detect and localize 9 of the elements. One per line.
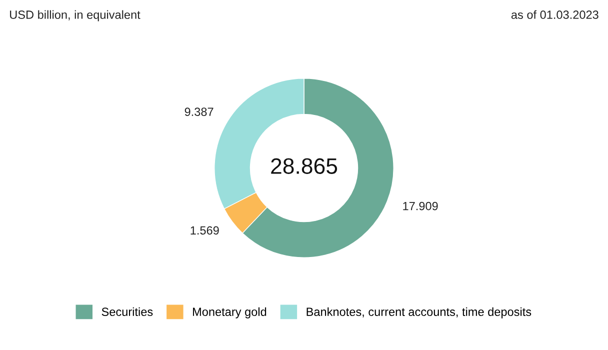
text: 28.865 xyxy=(271,158,338,174)
data-label: 9.387 xyxy=(184,108,214,116)
chart-title: USD billion, in equivalent xyxy=(10,10,140,22)
legend-label: Monetary gold xyxy=(193,307,266,318)
chart-subtitle: as of 01.03.2023 xyxy=(511,10,598,19)
legend-label: Banknotes, current accounts, time deposits xyxy=(306,307,532,318)
data-label: 1.569 xyxy=(190,226,219,235)
data-label: 17.909 xyxy=(403,202,438,210)
legend-label: Securities xyxy=(102,307,153,316)
